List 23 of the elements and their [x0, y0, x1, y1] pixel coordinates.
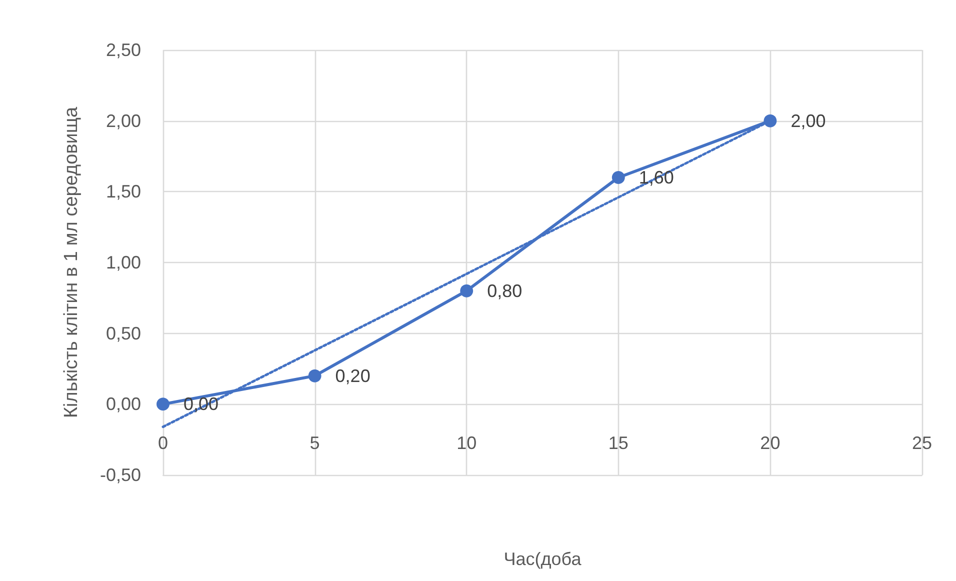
- point: [156, 398, 170, 411]
- y-tick-label: 2,00: [106, 110, 141, 131]
- point: [612, 171, 625, 184]
- data-label: 0,80: [487, 280, 522, 301]
- x-tick-label: 0: [158, 433, 168, 454]
- data-label: 2,00: [790, 110, 826, 131]
- y-tick-label: 0,50: [106, 323, 141, 344]
- point: [764, 114, 777, 128]
- y-tick-label: 1,50: [106, 182, 141, 202]
- data-label: 0,20: [335, 366, 370, 386]
- point: [460, 284, 474, 298]
- x-axis-title: Час(доба: [504, 549, 582, 569]
- x-tick-label: 5: [310, 433, 320, 454]
- x-tick-label: 25: [912, 433, 932, 454]
- y-tick-label: 0,00: [106, 394, 141, 414]
- point: [308, 369, 322, 382]
- y-tick-label: -0,50: [100, 465, 141, 485]
- x-tick-label: 20: [760, 433, 780, 454]
- y-tick-label: 2,50: [106, 40, 141, 60]
- x-tick-label: 15: [608, 433, 628, 454]
- y-tick-label: 1,00: [106, 252, 141, 272]
- x-tick-label: 10: [456, 433, 477, 454]
- y-axis-title: Кількість клітин в 1 мл середовища: [61, 106, 82, 418]
